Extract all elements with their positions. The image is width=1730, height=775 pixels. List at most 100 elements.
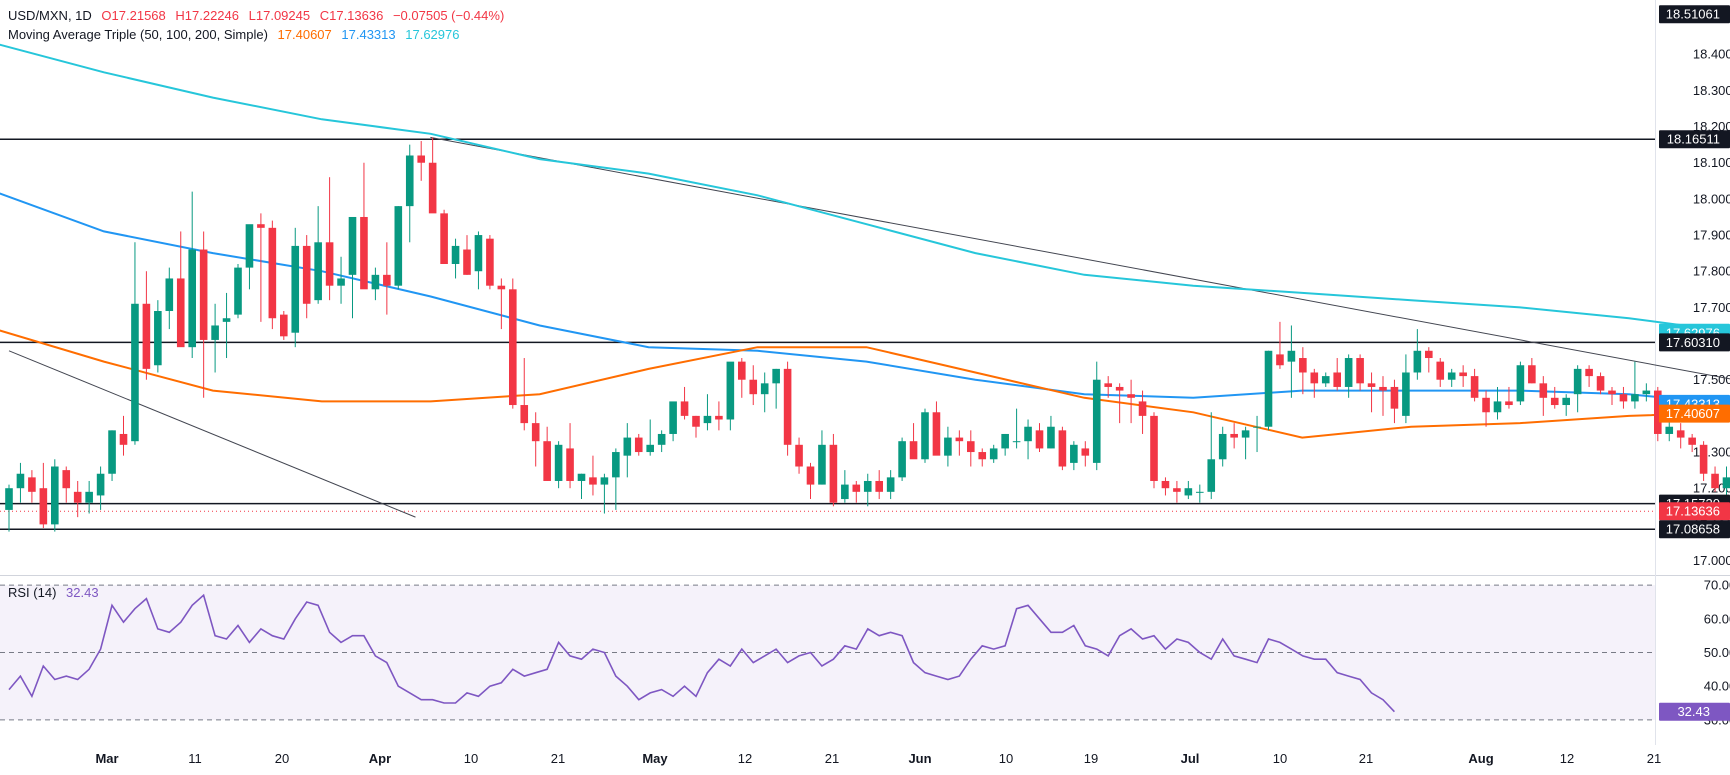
candle	[1024, 419, 1032, 460]
candle	[85, 480, 93, 514]
rsi-tick-label: 40.00	[1704, 679, 1730, 694]
time-tick-label: Mar	[95, 751, 118, 766]
candle-body	[509, 289, 517, 406]
candle-body	[1207, 459, 1216, 492]
candle-body	[497, 285, 506, 290]
candle-body	[1001, 433, 1009, 449]
candle-body	[577, 473, 586, 481]
time-tick-label: 10	[1273, 751, 1287, 766]
rsi-tick-label: 50.00	[1704, 645, 1730, 660]
candle	[1722, 466, 1730, 496]
candle-body	[623, 437, 632, 456]
candle-body	[1092, 379, 1101, 463]
candle	[623, 423, 632, 478]
candle	[1528, 358, 1536, 384]
ma50-value: 17.40607	[277, 27, 332, 42]
candle	[1642, 383, 1651, 402]
candle	[1207, 412, 1216, 500]
candle	[978, 448, 987, 467]
candle	[932, 401, 941, 456]
candle	[108, 430, 116, 481]
candle	[886, 470, 895, 500]
candle	[1184, 480, 1193, 500]
time-tick-label: 21	[825, 751, 839, 766]
time-tick-label: 12	[1560, 751, 1574, 766]
candle	[1196, 484, 1204, 503]
candle-body	[1196, 491, 1204, 493]
candle-body	[1379, 386, 1387, 391]
price-tick-label: 18.00000	[1693, 191, 1730, 206]
candle-body	[1505, 401, 1513, 406]
candle	[302, 235, 311, 319]
symbol-title[interactable]: USD/MXN, 1D	[8, 8, 92, 23]
candle	[1402, 354, 1410, 424]
candle-body	[760, 383, 769, 395]
candle	[428, 137, 437, 214]
candle	[1276, 321, 1284, 369]
candle	[531, 412, 540, 467]
price-label-text: 17.13636	[1666, 504, 1720, 519]
candle-body	[1459, 372, 1467, 377]
candle-body	[1493, 401, 1502, 413]
candle	[863, 473, 872, 507]
candle-body	[1127, 394, 1135, 398]
candle-body	[1436, 361, 1445, 380]
candle-body	[1562, 397, 1570, 406]
rsi-legend-value: 32.43	[66, 585, 99, 600]
candle-body	[1516, 365, 1525, 402]
candle-body	[967, 441, 975, 453]
candle-body	[245, 224, 254, 268]
candle	[715, 401, 723, 431]
candle-body	[1470, 376, 1479, 398]
candle-body	[16, 473, 25, 489]
price-label: 17.40607	[1659, 404, 1730, 423]
rsi-tick-label: 60.00	[1704, 611, 1730, 626]
candle	[738, 358, 746, 398]
ma100-value: 17.43313	[341, 27, 396, 42]
candle-body	[1608, 390, 1616, 395]
candle	[669, 401, 677, 442]
candle	[1138, 390, 1147, 434]
candle	[1585, 365, 1593, 387]
candle-body	[795, 444, 803, 467]
candle	[1596, 372, 1605, 395]
candle	[1390, 379, 1399, 424]
candle-body	[1356, 358, 1364, 384]
candle-body	[5, 488, 13, 510]
candle-body	[1642, 390, 1651, 395]
candle	[1115, 383, 1124, 424]
rsi-indicator-label[interactable]: RSI (14)	[8, 585, 57, 600]
price-label-text: 17.08658	[1666, 522, 1720, 537]
ohlc-open: O17.21568	[101, 8, 166, 23]
candle	[1505, 386, 1513, 409]
candle	[451, 238, 460, 279]
candle	[486, 235, 494, 290]
candle-body	[1115, 386, 1124, 391]
candle-body	[520, 405, 529, 424]
time-tick-label: Jun	[908, 751, 931, 766]
ma-indicator-label[interactable]: Moving Average Triple (50, 100, 200, Sim…	[8, 27, 268, 42]
candle	[760, 372, 769, 413]
candle	[348, 216, 357, 319]
candle-body	[154, 311, 162, 366]
candle	[1321, 372, 1330, 387]
ohlc-close: C17.13636	[319, 8, 384, 23]
candle-body	[1482, 397, 1490, 413]
candle-body	[51, 466, 59, 525]
candle-body	[131, 303, 139, 442]
candle-body	[1035, 430, 1044, 449]
candle-body	[646, 444, 654, 453]
price-label: 17.08658	[1659, 520, 1730, 539]
candle	[1379, 376, 1387, 416]
candle	[829, 433, 838, 507]
price-label: 18.51061	[1659, 5, 1730, 24]
candle	[1092, 361, 1101, 471]
ohlc-change: −0.07505 (−0.44%)	[392, 8, 505, 23]
candle	[783, 361, 792, 456]
price-label-text: 17.60310	[1666, 335, 1720, 350]
candle	[1665, 419, 1674, 442]
candle	[1058, 426, 1067, 471]
price-label: 18.16511	[1659, 130, 1730, 149]
